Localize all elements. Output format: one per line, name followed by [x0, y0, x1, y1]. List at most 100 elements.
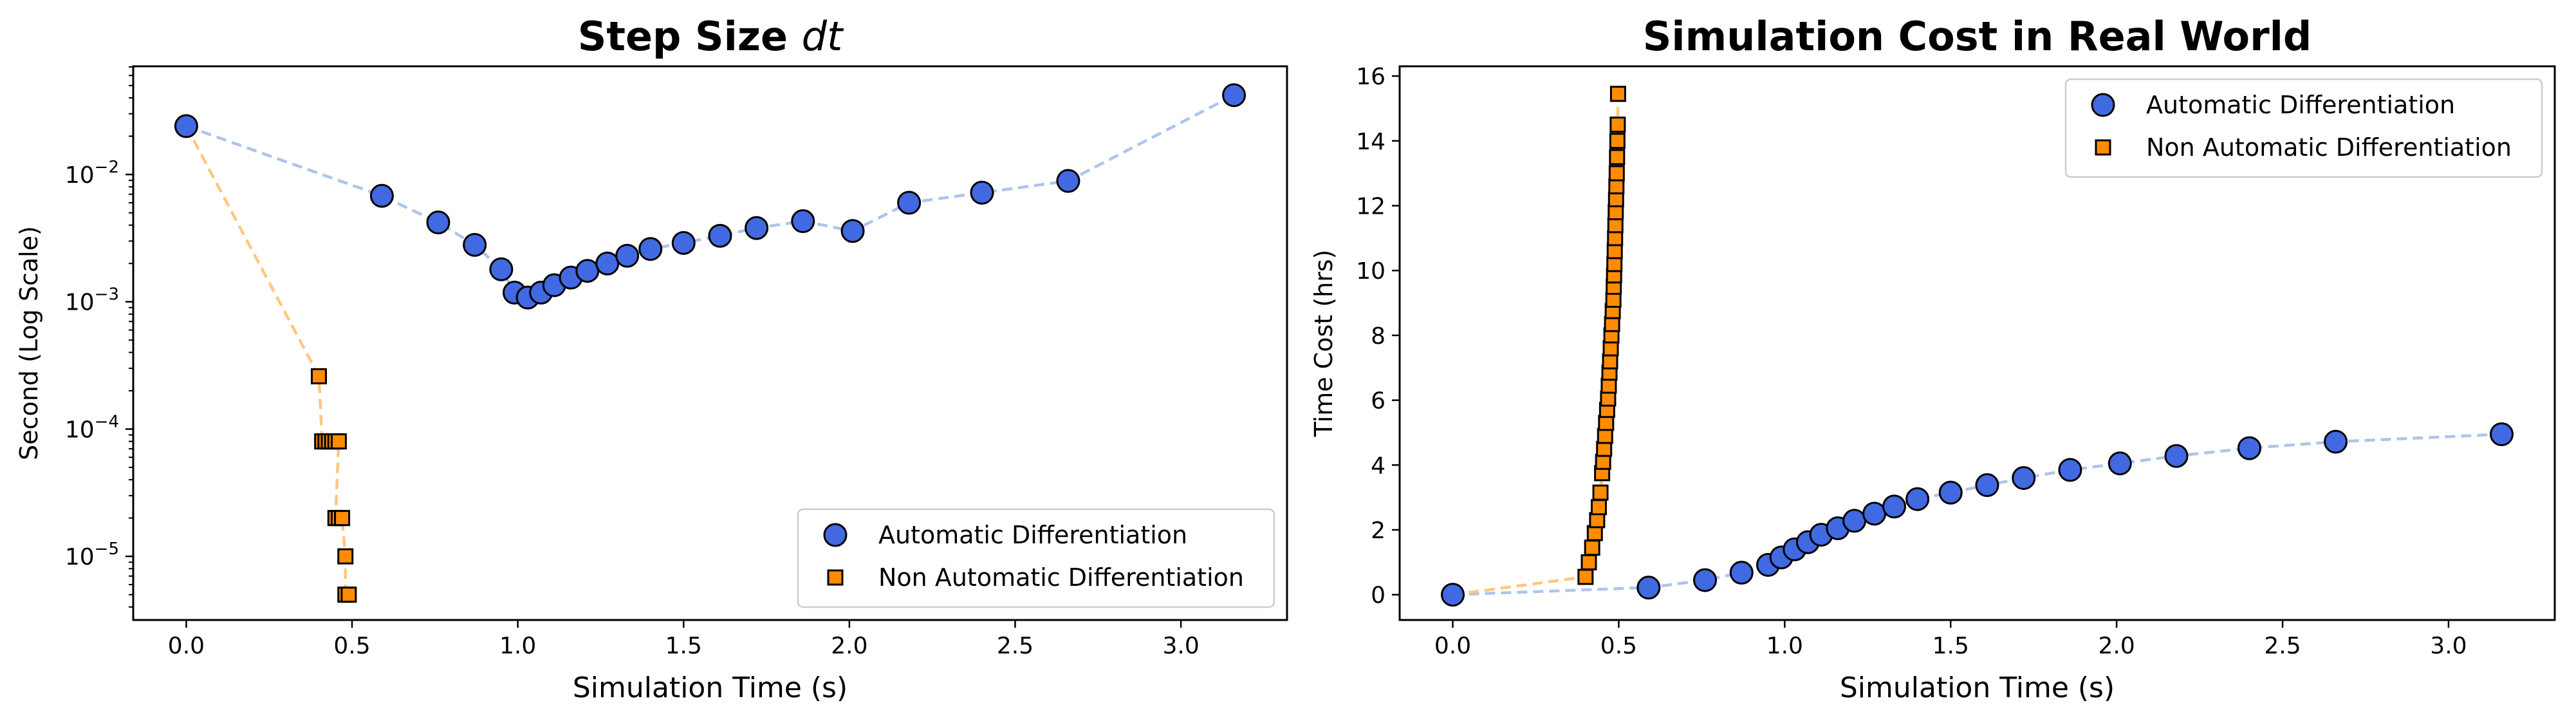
chart-title: Step Size dt	[578, 13, 844, 60]
x-tick-label: 3.0	[2430, 633, 2467, 659]
legend-label: Non Automatic Differentiation	[878, 563, 1244, 592]
point-auto	[2164, 444, 2189, 468]
y-tick-label: 4	[1371, 453, 1385, 479]
x-axis-label: Simulation Time (s)	[573, 671, 848, 704]
x-tick-label: 2.5	[997, 633, 1033, 659]
point-auto	[897, 191, 922, 215]
x-tick-label: 3.0	[1162, 633, 1199, 659]
point-auto	[174, 114, 198, 138]
x-tick-label: 2.5	[2264, 633, 2301, 659]
point-auto	[2237, 436, 2261, 460]
legend-marker-auto	[823, 523, 848, 547]
y-tick-label: 8	[1371, 323, 1385, 350]
point-auto	[791, 209, 815, 234]
point-non-auto	[1608, 165, 1625, 182]
legend-label: Non Automatic Differentiation	[2146, 133, 2512, 162]
point-auto	[1975, 473, 1999, 498]
y-tick-label: 10−2	[65, 158, 119, 189]
point-auto	[615, 243, 640, 268]
point-auto	[840, 219, 865, 243]
point-auto	[1222, 83, 1246, 108]
point-non-auto	[1609, 133, 1626, 149]
point-auto	[595, 251, 620, 276]
point-auto	[1905, 487, 1930, 511]
y-tick-label: 10−4	[65, 412, 119, 443]
y-tick-label: 12	[1356, 194, 1385, 220]
axes-frame	[132, 65, 1288, 621]
y-tick-label: 2	[1371, 518, 1385, 544]
chart-title-italic: dt	[802, 13, 844, 60]
point-auto	[1441, 583, 1465, 607]
point-auto	[708, 223, 732, 248]
chart-1: Step Size dt Simulation Time (s) Second (L…	[15, 13, 1288, 704]
point-non-auto	[1580, 554, 1597, 570]
point-non-auto	[1590, 499, 1607, 516]
legend-marker-auto	[2091, 93, 2115, 117]
point-non-auto	[311, 368, 328, 384]
legend: Automatic Differentiation Non Automatic D…	[797, 508, 1275, 608]
x-tick-label: 0.5	[333, 633, 370, 659]
point-auto	[1882, 494, 1907, 519]
legend-box	[797, 508, 1275, 608]
point-auto	[1636, 576, 1661, 600]
series-line-auto	[185, 93, 1235, 299]
point-auto	[2108, 451, 2132, 476]
y-tick-label: 10−5	[65, 540, 119, 570]
y-tick-label: 6	[1371, 388, 1385, 415]
axes-frame	[1398, 65, 2556, 621]
point-auto	[1862, 502, 1887, 526]
x-tick-label: 2.0	[831, 633, 867, 659]
x-tick-label: 1.5	[665, 633, 702, 659]
point-auto	[1842, 509, 1867, 533]
point-non-auto	[334, 510, 351, 527]
y-tick-label: 0	[1371, 583, 1385, 609]
legend-marker-non-auto	[827, 569, 844, 586]
point-auto	[1729, 560, 1754, 585]
chart-title-main: Step Size	[578, 13, 802, 60]
series-line-non-auto	[185, 125, 349, 596]
legend-marker-non-auto	[2095, 139, 2111, 156]
point-non-auto	[1592, 484, 1609, 501]
point-auto	[426, 211, 450, 235]
point-auto	[369, 183, 394, 208]
point-auto	[745, 216, 769, 240]
chart-2: Simulation Cost in Real World Simulation …	[1310, 13, 2556, 704]
point-non-auto	[330, 433, 347, 450]
legend-label: Automatic Differentiation	[2146, 91, 2455, 119]
y-tick-label: 16	[1356, 64, 1385, 90]
x-tick-label: 2.0	[2099, 633, 2135, 659]
point-auto	[638, 237, 663, 261]
x-tick-label: 1.5	[1932, 633, 1969, 659]
y-axis-label: Time Cost (hrs)	[1310, 250, 1338, 438]
point-non-auto	[337, 548, 354, 565]
point-auto	[671, 230, 696, 255]
y-tick-label: 14	[1356, 129, 1385, 155]
point-auto	[2489, 422, 2514, 446]
point-non-auto	[1609, 149, 1626, 165]
point-auto	[1693, 568, 1718, 592]
x-tick-label: 0.5	[1600, 633, 1637, 659]
x-tick-label: 0.0	[168, 633, 205, 659]
point-auto	[463, 232, 487, 257]
chart-title: Simulation Cost in Real World	[1643, 13, 2312, 60]
point-auto	[489, 257, 514, 281]
legend-box	[2064, 78, 2543, 178]
point-auto	[2058, 458, 2082, 482]
legend: Automatic Differentiation Non Automatic D…	[2064, 78, 2543, 178]
x-tick-label: 1.0	[499, 633, 536, 659]
legend-label: Automatic Differentiation	[878, 521, 1187, 549]
point-auto	[1056, 169, 1080, 193]
x-axis-label: Simulation Time (s)	[1840, 671, 2115, 704]
point-non-auto	[1584, 540, 1600, 556]
point-non-auto	[1609, 86, 1626, 102]
point-auto	[2324, 429, 2348, 454]
point-non-auto	[1609, 117, 1626, 133]
point-auto	[970, 180, 994, 205]
y-tick-label: 10	[1356, 258, 1385, 285]
point-auto	[1938, 480, 1963, 505]
point-non-auto	[340, 587, 357, 603]
point-auto	[575, 259, 600, 283]
x-tick-label: 0.0	[1434, 633, 1471, 659]
point-non-auto	[1577, 568, 1594, 585]
